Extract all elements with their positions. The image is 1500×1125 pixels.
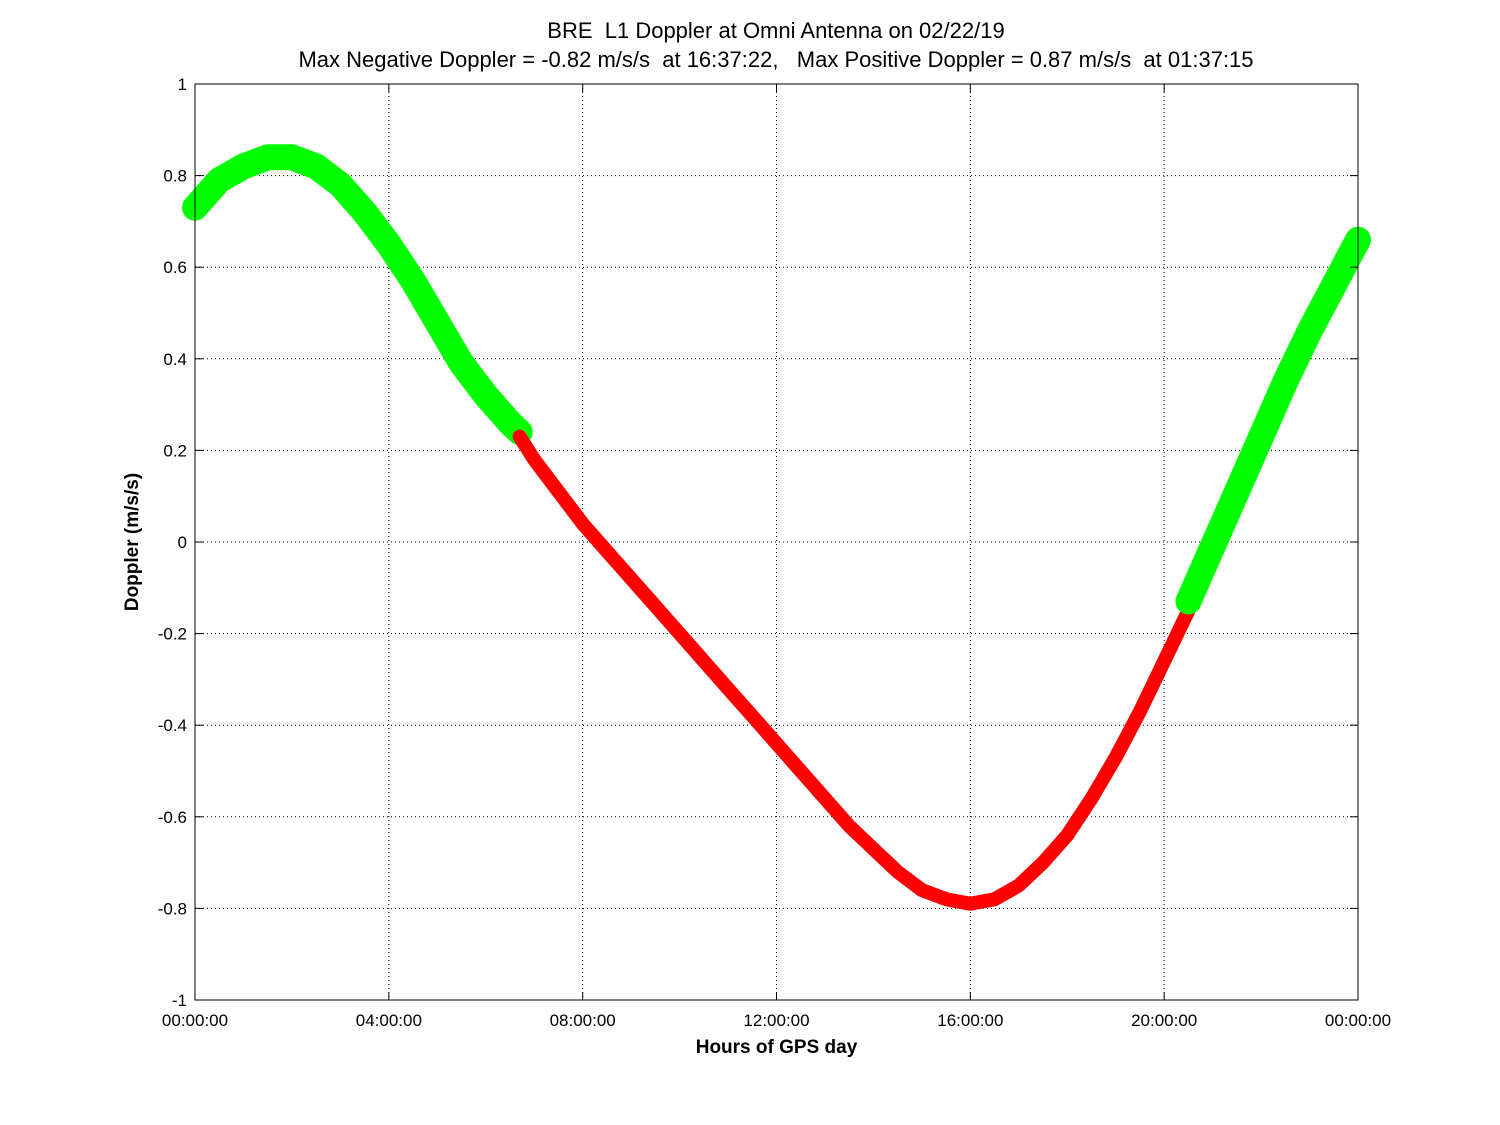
data-point	[797, 768, 804, 774]
data-point	[555, 488, 562, 495]
data-point	[991, 896, 998, 903]
data-point	[260, 150, 275, 165]
data-point	[676, 630, 683, 637]
data-point	[918, 887, 925, 894]
data-point	[454, 356, 469, 371]
data-point	[333, 177, 348, 192]
data-point	[773, 740, 780, 747]
data-point	[846, 822, 853, 829]
data-point	[749, 713, 756, 720]
data-point	[1278, 374, 1293, 389]
x-tick-label: 04:00:00	[356, 1011, 422, 1030]
x-tick-label: 00:00:00	[162, 1011, 228, 1030]
data-point	[943, 896, 950, 903]
data-point	[652, 603, 659, 610]
y-tick-label: -0.4	[158, 716, 187, 735]
y-tick-label: -1	[172, 991, 187, 1010]
data-point	[406, 273, 421, 288]
data-point	[1040, 859, 1047, 866]
series-1	[182, 144, 533, 446]
series-band	[182, 144, 533, 446]
data-point	[502, 415, 517, 430]
data-point	[1136, 708, 1143, 715]
plot-data	[182, 144, 1371, 911]
data-point	[1254, 429, 1269, 444]
chart-title: BRE L1 Doppler at Omni Antenna on 02/22/…	[547, 18, 1005, 43]
data-point	[1088, 795, 1095, 802]
series-2	[512, 429, 1196, 911]
y-tick-label: -0.2	[158, 625, 187, 644]
y-axis-label: Doppler (m/s/s)	[122, 473, 143, 611]
data-point	[1205, 539, 1220, 554]
data-point	[1229, 484, 1244, 499]
data-point	[1302, 324, 1317, 339]
data-point	[284, 150, 299, 165]
data-point	[870, 845, 877, 852]
data-point	[478, 388, 493, 403]
data-point	[531, 456, 538, 463]
x-tick-label: 20:00:00	[1131, 1011, 1197, 1030]
data-point	[579, 520, 586, 527]
data-point	[381, 237, 396, 252]
y-tick-label: 1	[178, 75, 187, 94]
data-point	[700, 658, 707, 665]
y-tick-label: -0.6	[158, 808, 187, 827]
x-axis-label: Hours of GPS day	[696, 1037, 858, 1058]
data-point	[1326, 278, 1341, 293]
data-point	[1015, 882, 1022, 889]
series-3	[1175, 226, 1371, 615]
y-tick-label: -0.8	[158, 899, 187, 918]
data-point	[1161, 658, 1168, 665]
data-point	[603, 548, 610, 555]
data-point	[1064, 832, 1071, 839]
data-point	[894, 868, 901, 875]
y-tick-label: 0.2	[163, 441, 187, 460]
series-band	[512, 429, 1196, 911]
x-tick-label: 16:00:00	[937, 1011, 1003, 1030]
data-point	[430, 315, 445, 330]
data-point	[725, 685, 732, 692]
y-tick-label: 0.4	[163, 350, 187, 369]
series-band	[1175, 226, 1371, 615]
data-point	[516, 433, 523, 440]
chart-subtitle: Max Negative Doppler = -0.82 m/s/s at 16…	[298, 47, 1254, 72]
data-point	[628, 575, 635, 582]
y-tick-label: 0.6	[163, 258, 187, 277]
data-point	[212, 173, 227, 188]
data-point	[309, 159, 324, 174]
x-tick-label: 00:00:00	[1325, 1011, 1391, 1030]
data-point	[236, 159, 251, 174]
data-point	[1112, 754, 1119, 761]
x-tick-label: 08:00:00	[550, 1011, 616, 1030]
y-tick-label: 0.8	[163, 167, 187, 186]
data-point	[821, 795, 828, 802]
y-tick-label: 0	[178, 533, 187, 552]
data-point	[1181, 594, 1196, 609]
data-point	[967, 900, 974, 907]
data-point	[357, 205, 372, 220]
x-tick-label: 12:00:00	[743, 1011, 809, 1030]
axis-ticks: 00:00:00 04:00:00 08:00:00 12:00:00 16:00:00…	[158, 75, 1391, 1030]
